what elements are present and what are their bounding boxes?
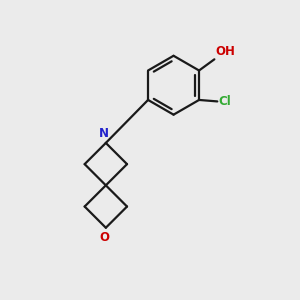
Text: O: O <box>99 231 110 244</box>
Text: Cl: Cl <box>218 95 231 108</box>
Text: OH: OH <box>215 45 236 58</box>
Text: N: N <box>99 127 110 140</box>
